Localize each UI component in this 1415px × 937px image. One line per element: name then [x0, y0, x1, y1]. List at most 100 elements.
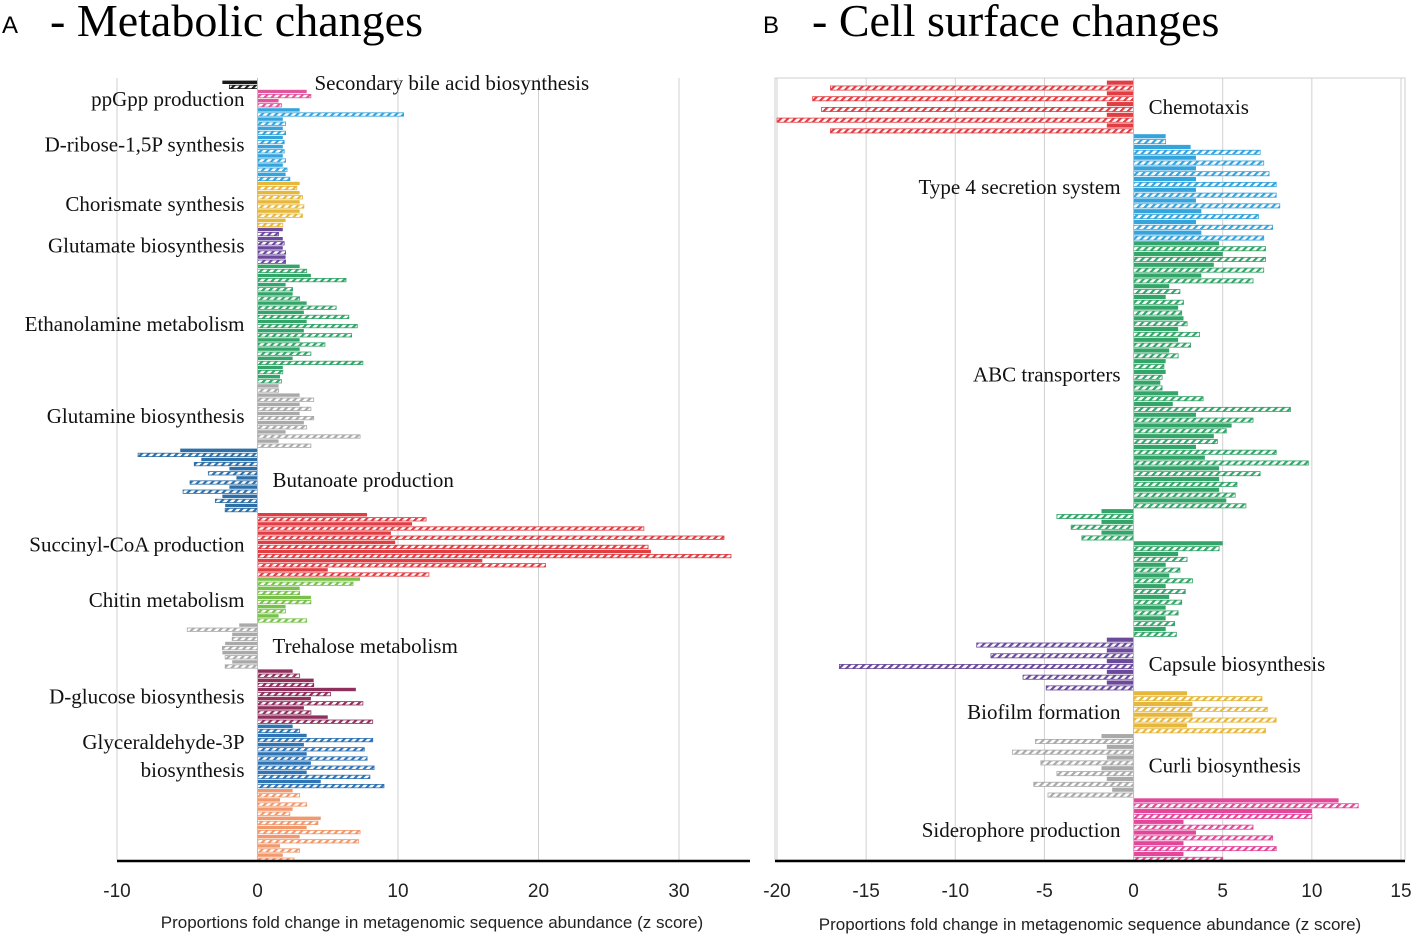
bar-hatched	[257, 802, 308, 807]
bar-solid	[257, 145, 283, 149]
bar-hatched	[257, 535, 725, 540]
bar-solid	[1133, 262, 1214, 267]
bar-solid	[257, 724, 293, 728]
bar-hatched	[1133, 835, 1274, 841]
bar-solid	[257, 319, 307, 324]
bar-solid	[257, 99, 279, 103]
bar-hatched	[1011, 749, 1134, 755]
bar-solid	[1133, 626, 1166, 632]
bar-hatched	[257, 784, 385, 789]
bar-solid	[232, 632, 258, 636]
bar-solid	[239, 623, 258, 627]
bar-solid	[1133, 134, 1166, 139]
group-label: ppGpp production	[91, 87, 245, 111]
bar-solid	[257, 384, 279, 388]
group-label: Succinyl-CoA production	[29, 533, 245, 557]
group-label: ABC transporters	[973, 363, 1121, 387]
bar-solid	[257, 825, 307, 830]
bar-hatched	[990, 653, 1134, 659]
bar-solid	[257, 733, 307, 738]
bar-solid	[257, 743, 304, 747]
bar-solid	[1133, 819, 1184, 824]
bar-solid	[257, 697, 311, 701]
bar-solid	[1133, 476, 1220, 482]
bar-solid	[201, 457, 258, 462]
bar-group-chorismate-synthesis	[257, 181, 305, 227]
bar-solid	[1106, 91, 1134, 96]
bar-solid	[1106, 123, 1134, 128]
bar-hatched	[257, 204, 305, 209]
bar-hatched	[1133, 192, 1277, 198]
bar-solid	[1133, 305, 1179, 310]
bar-hatched	[1133, 706, 1268, 712]
bar-hatched	[257, 747, 365, 752]
group-label: Ethanolamine metabolism	[25, 312, 245, 336]
bar-solid	[257, 273, 311, 278]
bar-hatched	[1133, 578, 1193, 584]
bar-solid	[1106, 669, 1134, 674]
bar-hatched	[1133, 610, 1179, 616]
bar-hatched	[1133, 246, 1266, 252]
bar-hatched	[257, 765, 375, 770]
bar-solid	[232, 660, 258, 664]
bar-hatched	[257, 213, 303, 218]
bar-hatched	[1133, 803, 1359, 809]
panel-b: B - Cell surface changes Chemotaxis Type 4 …	[763, 0, 1412, 934]
bar-hatched	[207, 471, 258, 476]
bar-hatched	[1133, 599, 1183, 605]
bar-hatched	[257, 692, 331, 697]
bar-hatched	[257, 820, 319, 826]
bar-hatched	[257, 185, 298, 191]
group-label: D-glucose biosynthesis	[49, 684, 244, 708]
bar-hatched	[1133, 267, 1265, 273]
bar-solid	[1133, 348, 1170, 353]
bar-hatched	[257, 342, 326, 347]
bar-solid	[257, 365, 283, 370]
bar-hatched	[1133, 289, 1181, 295]
bar-solid	[257, 338, 300, 342]
group-label: D-ribose-1,5P synthesis	[45, 132, 245, 156]
bar-solid	[257, 687, 356, 692]
bar-group-ppgpp-production	[257, 89, 312, 108]
bar-solid	[257, 108, 300, 112]
group-label: Type 4 secretion system	[918, 175, 1120, 199]
bar-hatched	[1133, 556, 1188, 562]
bar-hatched	[224, 655, 258, 660]
bar-group-capsule-biosynthesis	[839, 637, 1134, 691]
bar-solid	[1106, 112, 1134, 117]
bar-hatched	[257, 149, 285, 154]
bar-solid	[1133, 701, 1193, 707]
bar-solid	[257, 329, 304, 333]
bar-solid	[1106, 744, 1134, 749]
bar-hatched	[1133, 449, 1277, 455]
bar-solid	[1106, 80, 1134, 85]
bar-solid	[257, 356, 293, 360]
bar-hatched	[193, 461, 258, 467]
bar-solid	[257, 605, 286, 609]
bar-solid	[257, 310, 304, 314]
bar-solid	[257, 227, 283, 232]
bar-hatched	[1133, 471, 1261, 477]
bar-solid	[257, 172, 286, 176]
bar-solid	[1133, 498, 1227, 503]
bar-solid	[257, 752, 307, 756]
group-label: Glyceraldehyde-3P	[82, 730, 244, 754]
bar-hatched	[257, 305, 337, 310]
bar-hatched	[257, 526, 645, 531]
bar-solid	[1133, 155, 1196, 160]
x-tick-label: 0	[252, 881, 263, 902]
bar-hatched	[257, 682, 315, 688]
bar-hatched	[257, 112, 405, 117]
bar-hatched	[976, 642, 1134, 648]
bar-hatched	[1133, 428, 1227, 434]
bar-solid	[257, 421, 304, 425]
bar-solid	[257, 549, 651, 554]
group-label: biosynthesis	[141, 758, 245, 782]
x-tick-label: -15	[852, 881, 879, 902]
bar-solid	[257, 347, 300, 351]
bar-solid	[257, 779, 321, 784]
bar-group-curli-biosynthesis	[1011, 734, 1134, 798]
bar-solid	[257, 807, 293, 811]
bar-hatched	[257, 287, 294, 292]
bar-solid	[257, 154, 283, 158]
